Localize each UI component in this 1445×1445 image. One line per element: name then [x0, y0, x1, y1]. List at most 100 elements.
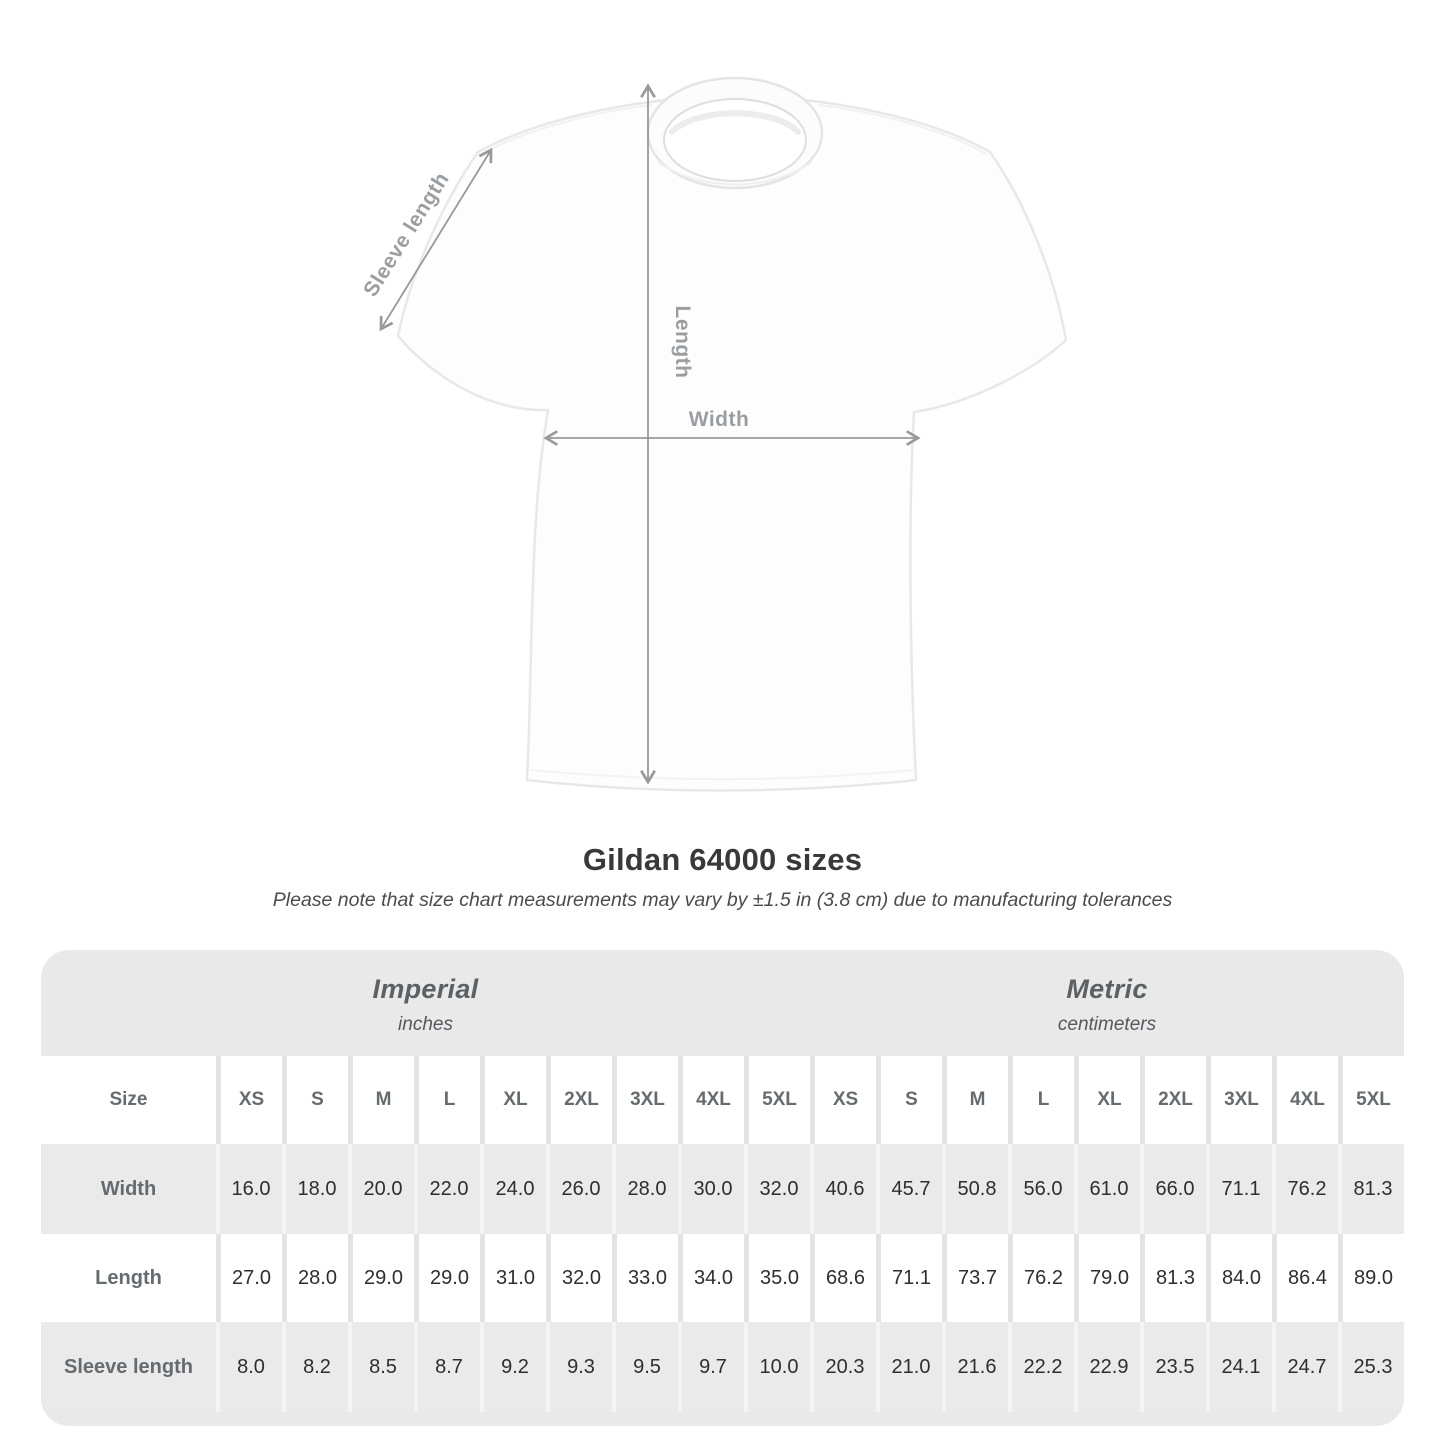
row-label-width: Width: [41, 1144, 216, 1234]
sleeve-imperial-xs: 8.0: [216, 1322, 282, 1412]
col-imperial-5xl: 5XL: [744, 1056, 810, 1144]
left-shoulder-seam: [481, 104, 653, 155]
length-metric-xs: 68.6: [810, 1234, 876, 1322]
sleeve-imperial-4xl: 9.7: [678, 1322, 744, 1412]
length-imperial-4xl: 34.0: [678, 1234, 744, 1322]
length-imperial-2xl: 32.0: [546, 1234, 612, 1322]
length-metric-2xl: 81.3: [1140, 1234, 1206, 1322]
width-metric-xl: 61.0: [1074, 1144, 1140, 1234]
sleeve-imperial-2xl: 9.3: [546, 1322, 612, 1412]
row-label-length: Length: [41, 1234, 216, 1322]
width-imperial-xs: 16.0: [216, 1144, 282, 1234]
col-imperial-s: S: [282, 1056, 348, 1144]
width-metric-5xl: 81.3: [1338, 1144, 1404, 1234]
sleeve-length-arrow: [379, 147, 493, 332]
col-imperial-xl: XL: [480, 1056, 546, 1144]
width-metric-xs: 40.6: [810, 1144, 876, 1234]
width-metric-s: 45.7: [876, 1144, 942, 1234]
col-metric-xs: XS: [810, 1056, 876, 1144]
col-metric-m: M: [942, 1056, 1008, 1144]
imperial-title: Imperial: [372, 974, 479, 1004]
length-metric-xl: 79.0: [1074, 1234, 1140, 1322]
length-metric-m: 73.7: [942, 1234, 1008, 1322]
sleeve-imperial-3xl: 9.5: [612, 1322, 678, 1412]
length-metric-5xl: 89.0: [1338, 1234, 1404, 1322]
length-label: Length: [671, 306, 694, 379]
length-metric-s: 71.1: [876, 1234, 942, 1322]
col-imperial-3xl: 3XL: [612, 1056, 678, 1144]
width-imperial-s: 18.0: [282, 1144, 348, 1234]
col-imperial-4xl: 4XL: [678, 1056, 744, 1144]
width-imperial-2xl: 26.0: [546, 1144, 612, 1234]
col-metric-xl: XL: [1074, 1056, 1140, 1144]
width-metric-4xl: 76.2: [1272, 1144, 1338, 1234]
size-table: Imperial inches Metric centimeters Size …: [41, 950, 1404, 1426]
sleeve-imperial-s: 8.2: [282, 1322, 348, 1412]
width-imperial-3xl: 28.0: [612, 1144, 678, 1234]
width-label: Width: [689, 408, 750, 431]
col-metric-2xl: 2XL: [1140, 1056, 1206, 1144]
length-metric-3xl: 84.0: [1206, 1234, 1272, 1322]
sleeve-imperial-l: 8.7: [414, 1322, 480, 1412]
length-imperial-m: 29.0: [348, 1234, 414, 1322]
imperial-section-header: Imperial inches: [41, 950, 810, 1056]
collar-inner-shadow: [669, 110, 801, 135]
width-imperial-5xl: 32.0: [744, 1144, 810, 1234]
row-label-sleeve-length: Sleeve length: [41, 1322, 216, 1412]
collar-bottom-seam: [657, 161, 813, 186]
sleeve-imperial-m: 8.5: [348, 1322, 414, 1412]
hem-seam: [529, 769, 915, 780]
col-metric-l: L: [1008, 1056, 1074, 1144]
width-metric-2xl: 66.0: [1140, 1144, 1206, 1234]
length-metric-l: 76.2: [1008, 1234, 1074, 1322]
metric-section-header: Metric centimeters: [810, 950, 1404, 1056]
imperial-unit: inches: [398, 1014, 453, 1035]
length-imperial-xl: 31.0: [480, 1234, 546, 1322]
tolerance-note: Please note that size chart measurements…: [272, 889, 1173, 911]
right-shoulder-seam: [817, 104, 987, 155]
tshirt-illustration: Sleeve length Length Width: [359, 76, 1068, 792]
col-imperial-xs: XS: [216, 1056, 282, 1144]
table-header-row: Size XS S M L XL 2XL 3XL 4XL 5XL XS S M …: [41, 1056, 1404, 1144]
length-imperial-l: 29.0: [414, 1234, 480, 1322]
col-metric-s: S: [876, 1056, 942, 1144]
width-metric-m: 50.8: [942, 1144, 1008, 1234]
width-metric-3xl: 71.1: [1206, 1144, 1272, 1234]
size-column-header: Size: [41, 1056, 216, 1144]
length-imperial-5xl: 35.0: [744, 1234, 810, 1322]
sleeve-metric-3xl: 24.1: [1206, 1322, 1272, 1412]
metric-unit: centimeters: [1057, 1014, 1157, 1035]
length-imperial-xs: 27.0: [216, 1234, 282, 1322]
width-imperial-m: 20.0: [348, 1144, 414, 1234]
table-row-width: Width 16.0 18.0 20.0 22.0 24.0 26.0 28.0…: [41, 1144, 1404, 1234]
metric-title: Metric: [1066, 974, 1148, 1004]
width-imperial-4xl: 30.0: [678, 1144, 744, 1234]
col-imperial-m: M: [348, 1056, 414, 1144]
col-metric-4xl: 4XL: [1272, 1056, 1338, 1144]
length-imperial-3xl: 33.0: [612, 1234, 678, 1322]
col-metric-3xl: 3XL: [1206, 1056, 1272, 1144]
sleeve-metric-l: 22.2: [1008, 1322, 1074, 1412]
sleeve-metric-5xl: 25.3: [1338, 1322, 1404, 1412]
sleeve-metric-2xl: 23.5: [1140, 1322, 1206, 1412]
length-imperial-s: 28.0: [282, 1234, 348, 1322]
sleeve-metric-xl: 22.9: [1074, 1322, 1140, 1412]
width-metric-l: 56.0: [1008, 1144, 1074, 1234]
sleeve-imperial-xl: 9.2: [480, 1322, 546, 1412]
col-imperial-l: L: [414, 1056, 480, 1144]
table-row-sleeve-length: Sleeve length 8.0 8.2 8.5 8.7 9.2 9.3 9.…: [41, 1322, 1404, 1412]
sleeve-imperial-5xl: 10.0: [744, 1322, 810, 1412]
table-row-length: Length 27.0 28.0 29.0 29.0 31.0 32.0 33.…: [41, 1234, 1404, 1322]
width-imperial-xl: 24.0: [480, 1144, 546, 1234]
units-band: Imperial inches Metric centimeters: [41, 950, 1404, 1056]
col-metric-5xl: 5XL: [1338, 1056, 1404, 1144]
sleeve-metric-s: 21.0: [876, 1322, 942, 1412]
length-metric-4xl: 86.4: [1272, 1234, 1338, 1322]
page-title: Gildan 64000 sizes: [582, 842, 863, 877]
tshirt-measurement-diagram: Sleeve length Length Width: [359, 76, 1068, 792]
col-imperial-2xl: 2XL: [546, 1056, 612, 1144]
sleeve-metric-xs: 20.3: [810, 1322, 876, 1412]
sleeve-metric-m: 21.6: [942, 1322, 1008, 1412]
width-imperial-l: 22.0: [414, 1144, 480, 1234]
sleeve-metric-4xl: 24.7: [1272, 1322, 1338, 1412]
